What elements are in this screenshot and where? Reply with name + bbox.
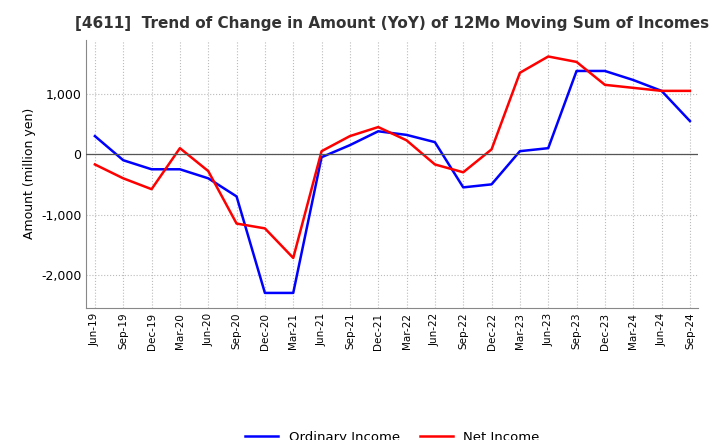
Ordinary Income (402, 132, 411, 138)
Net Income (233, 221, 241, 226)
Ordinary Income (176, 167, 184, 172)
Ordinary Income (685, 118, 694, 124)
Net Income (572, 59, 581, 65)
Ordinary Income (572, 68, 581, 73)
Net Income (119, 176, 127, 181)
Net Income (544, 54, 552, 59)
Net Income (374, 125, 382, 130)
Net Income (261, 226, 269, 231)
Net Income (431, 162, 439, 167)
Line: Ordinary Income: Ordinary Income (95, 71, 690, 293)
Net Income (148, 187, 156, 192)
Net Income (289, 255, 297, 260)
Ordinary Income (374, 128, 382, 134)
Net Income (346, 133, 354, 139)
Net Income (91, 162, 99, 167)
Y-axis label: Amount (million yen): Amount (million yen) (22, 108, 35, 239)
Net Income (176, 146, 184, 151)
Ordinary Income (233, 194, 241, 199)
Ordinary Income (431, 139, 439, 145)
Net Income (318, 149, 326, 154)
Net Income (685, 88, 694, 94)
Legend: Ordinary Income, Net Income: Ordinary Income, Net Income (240, 425, 545, 440)
Ordinary Income (91, 133, 99, 139)
Net Income (629, 85, 637, 91)
Ordinary Income (148, 167, 156, 172)
Net Income (459, 170, 467, 175)
Ordinary Income (516, 149, 524, 154)
Ordinary Income (346, 143, 354, 148)
Ordinary Income (629, 77, 637, 83)
Ordinary Income (119, 158, 127, 163)
Net Income (600, 82, 609, 88)
Line: Net Income: Net Income (95, 56, 690, 258)
Ordinary Income (261, 290, 269, 296)
Ordinary Income (459, 185, 467, 190)
Net Income (402, 138, 411, 143)
Title: [4611]  Trend of Change in Amount (YoY) of 12Mo Moving Sum of Incomes: [4611] Trend of Change in Amount (YoY) o… (76, 16, 709, 32)
Ordinary Income (600, 68, 609, 73)
Net Income (516, 70, 524, 75)
Ordinary Income (204, 176, 212, 181)
Ordinary Income (289, 290, 297, 296)
Net Income (204, 169, 212, 174)
Net Income (657, 88, 666, 94)
Net Income (487, 147, 496, 152)
Ordinary Income (318, 154, 326, 160)
Ordinary Income (487, 182, 496, 187)
Ordinary Income (657, 88, 666, 94)
Ordinary Income (544, 146, 552, 151)
